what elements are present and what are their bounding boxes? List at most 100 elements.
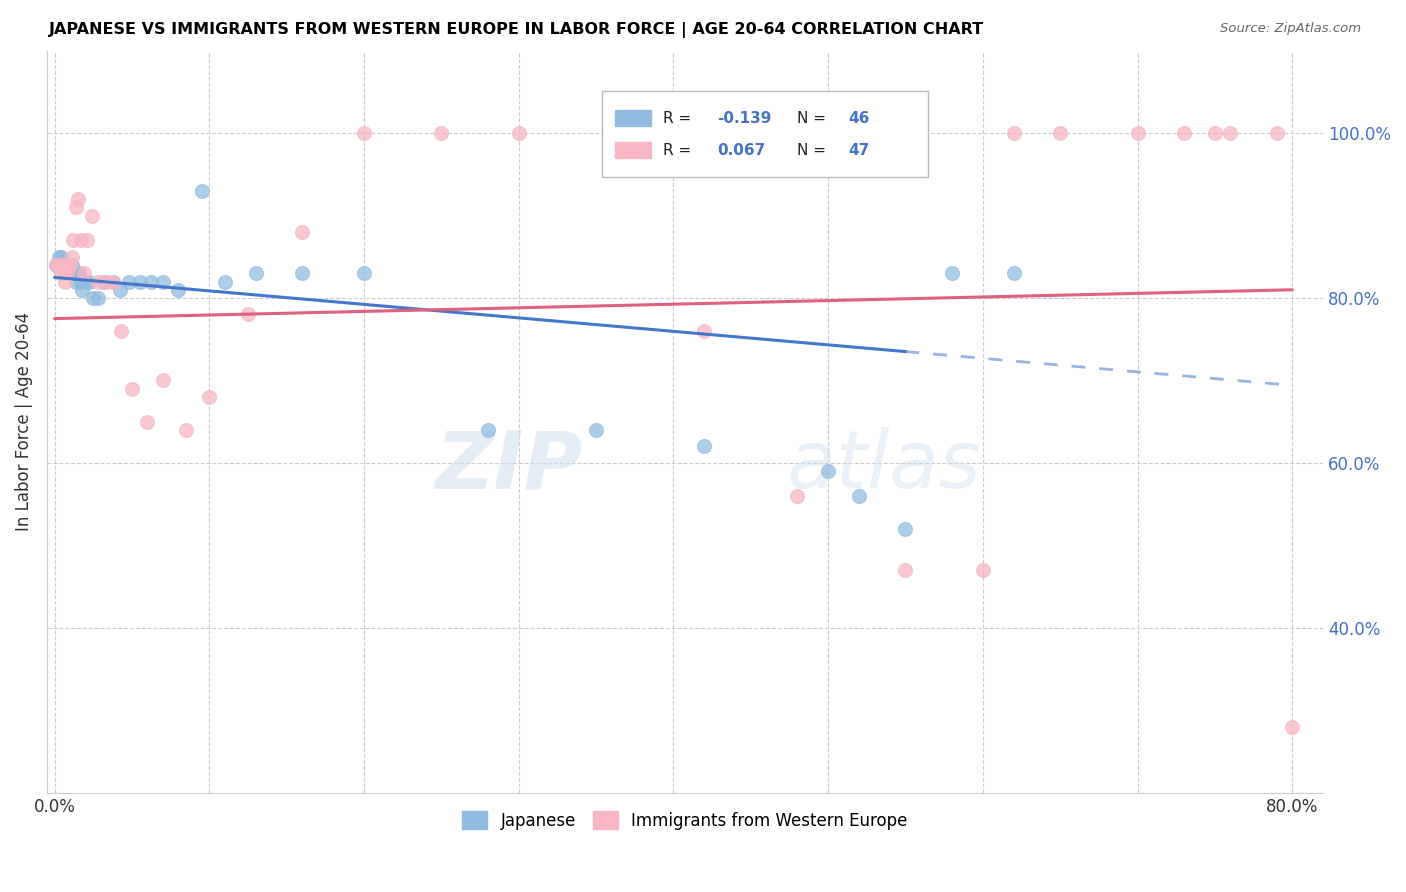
Point	[56, 266, 79, 280]
Point	[48, 258, 70, 272]
Point	[66, 192, 89, 206]
Point	[58, 258, 80, 272]
Point	[110, 324, 132, 338]
Point	[894, 522, 917, 536]
Point	[73, 266, 96, 280]
Point	[55, 266, 77, 280]
Point	[693, 439, 716, 453]
Point	[786, 489, 808, 503]
Point	[167, 283, 190, 297]
Point	[56, 266, 79, 280]
Text: JAPANESE VS IMMIGRANTS FROM WESTERN EUROPE IN LABOR FORCE | AGE 20-64 CORRELATIO: JAPANESE VS IMMIGRANTS FROM WESTERN EURO…	[49, 22, 984, 38]
Text: 0.067: 0.067	[717, 143, 765, 158]
Point	[55, 275, 77, 289]
Point	[46, 258, 69, 272]
Point	[59, 258, 82, 272]
Point	[108, 283, 131, 297]
Point	[82, 291, 104, 305]
Point	[59, 258, 82, 272]
Point	[103, 275, 125, 289]
Point	[1002, 126, 1025, 140]
Point	[75, 275, 97, 289]
Point	[48, 258, 70, 272]
Point	[87, 275, 110, 289]
Point	[67, 266, 90, 280]
Bar	[614, 110, 651, 127]
Y-axis label: In Labor Force | Age 20-64: In Labor Force | Age 20-64	[15, 312, 32, 532]
Point	[1126, 126, 1149, 140]
Point	[941, 266, 963, 280]
Point	[291, 225, 314, 239]
Point	[51, 258, 73, 272]
Point	[1173, 126, 1195, 140]
Point	[46, 258, 69, 272]
Text: Source: ZipAtlas.com: Source: ZipAtlas.com	[1220, 22, 1361, 36]
Point	[51, 258, 73, 272]
Point	[236, 308, 259, 322]
Point	[174, 423, 197, 437]
Point	[58, 258, 80, 272]
Point	[353, 266, 375, 280]
Point	[80, 209, 103, 223]
Point	[76, 233, 98, 247]
Point	[693, 324, 716, 338]
Point	[65, 275, 87, 289]
Point	[214, 275, 236, 289]
Point	[93, 275, 115, 289]
Point	[60, 250, 83, 264]
Text: N =: N =	[797, 143, 831, 158]
Point	[121, 382, 143, 396]
Text: -0.139: -0.139	[717, 111, 772, 126]
Text: ZIP: ZIP	[436, 427, 583, 505]
Point	[62, 233, 84, 247]
Point	[1219, 126, 1241, 140]
Point	[430, 126, 453, 140]
Text: 46: 46	[848, 111, 870, 126]
Point	[1265, 126, 1288, 140]
Point	[152, 275, 174, 289]
Point	[894, 563, 917, 577]
Point	[477, 423, 499, 437]
Text: atlas: atlas	[787, 427, 981, 505]
Point	[52, 258, 75, 272]
Point	[52, 266, 75, 280]
Point	[1049, 126, 1071, 140]
Point	[49, 250, 72, 264]
Point	[585, 423, 607, 437]
Text: N =: N =	[797, 111, 831, 126]
Point	[972, 563, 994, 577]
Point	[245, 266, 267, 280]
Point	[70, 233, 93, 247]
Point	[152, 374, 174, 388]
Text: 47: 47	[848, 143, 870, 158]
Point	[70, 275, 93, 289]
Point	[1281, 720, 1303, 734]
Point	[190, 184, 212, 198]
Point	[87, 291, 110, 305]
Point	[139, 275, 162, 289]
Point	[49, 258, 72, 272]
Point	[600, 126, 623, 140]
Point	[136, 415, 159, 429]
Point	[45, 258, 67, 272]
Point	[118, 275, 141, 289]
Point	[848, 489, 870, 503]
Point	[817, 464, 839, 478]
Point	[45, 258, 67, 272]
Point	[94, 275, 117, 289]
Point	[198, 390, 221, 404]
Point	[63, 266, 86, 280]
Point	[1204, 126, 1226, 140]
Point	[128, 275, 150, 289]
Point	[65, 200, 87, 214]
Point	[353, 126, 375, 140]
Point	[51, 258, 73, 272]
Point	[55, 258, 77, 272]
Point	[1002, 266, 1025, 280]
Point	[291, 266, 314, 280]
Point	[103, 275, 125, 289]
FancyBboxPatch shape	[602, 92, 928, 177]
Point	[77, 275, 100, 289]
Text: R =: R =	[664, 143, 696, 158]
Point	[62, 266, 84, 280]
